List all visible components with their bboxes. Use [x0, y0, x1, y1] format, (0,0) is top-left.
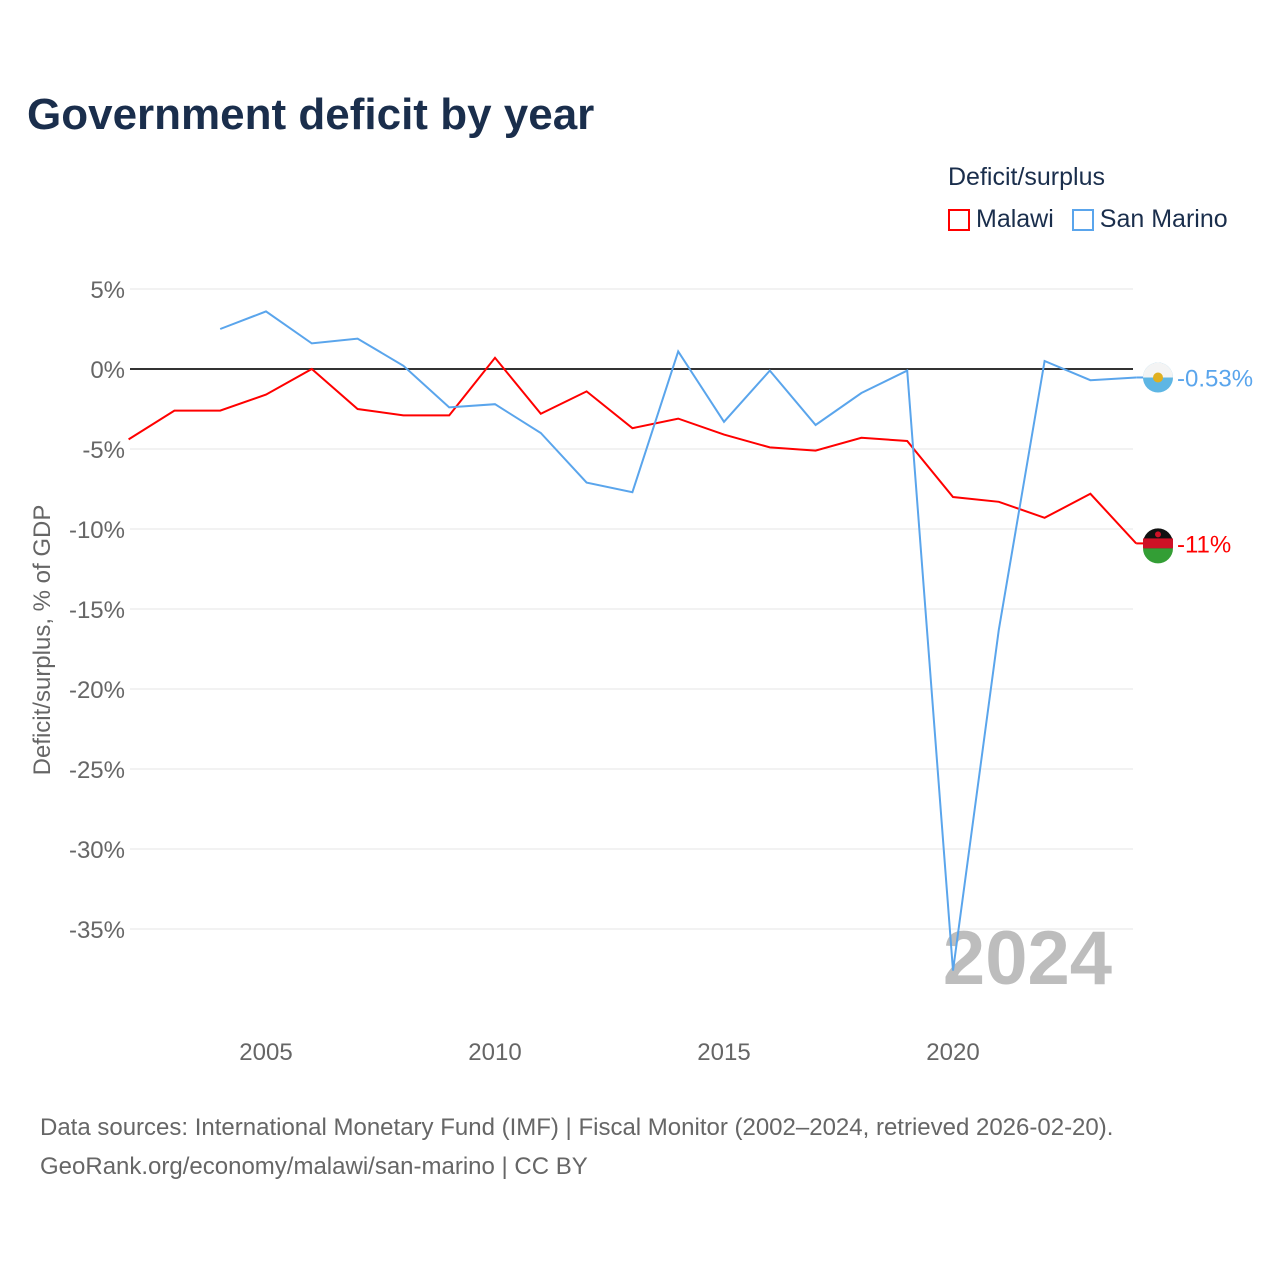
series-line-malawi: [128, 356, 1137, 545]
chart-title: Government deficit by year: [27, 90, 595, 139]
y-axis-label: Deficit/surplus, % of GDP: [29, 505, 56, 776]
legend-item-san-marino[interactable]: San Marino: [1071, 205, 1228, 234]
y-tick-label: -5%: [82, 437, 125, 464]
x-tick-label: 2015: [697, 1039, 750, 1066]
legend-label-malawi: Malawi: [976, 205, 1054, 233]
san-marino-flag-emblem: [1153, 372, 1163, 383]
year-watermark: 2024: [943, 916, 1112, 1001]
footer-sources: Data sources: International Monetary Fun…: [40, 1114, 1114, 1141]
end-label: -11%: [1177, 531, 1231, 558]
y-tick-label: -30%: [69, 837, 125, 864]
y-tick-label: 5%: [90, 277, 125, 304]
san-marino-flag-white: [1143, 362, 1174, 378]
malawi-flag-sun: [1155, 531, 1161, 538]
x-tick-label: 2020: [926, 1039, 979, 1066]
y-tick-label: 0%: [90, 357, 125, 384]
y-tick-label: -15%: [69, 597, 125, 624]
x-tick-label: 2005: [239, 1039, 292, 1066]
end-label: -0.53%: [1177, 365, 1253, 392]
y-tick-label: -20%: [69, 677, 125, 704]
y-tick-label: -35%: [69, 917, 125, 944]
legend: Malawi San Marino: [948, 205, 1228, 234]
legend-swatch-malawi: [948, 208, 970, 231]
legend-label-san-marino: San Marino: [1099, 205, 1228, 233]
y-tick-label: -10%: [69, 517, 125, 544]
footer-attribution[interactable]: GeoRank.org/economy/malawi/san-marino | …: [40, 1153, 588, 1180]
y-tick-label: -25%: [69, 757, 125, 784]
legend-item-malawi[interactable]: Malawi: [948, 205, 1054, 234]
legend-swatch-san-marino: [1071, 208, 1094, 231]
legend-title: Deficit/surplus: [948, 163, 1105, 191]
x-tick-label: 2010: [468, 1039, 521, 1066]
series-line-san-marino: [219, 310, 1137, 971]
footer: Data sources: International Monetary Fun…: [40, 1108, 1113, 1186]
malawi-flag-stripe: [1143, 548, 1174, 564]
malawi-flag-stripe: [1143, 538, 1173, 549]
